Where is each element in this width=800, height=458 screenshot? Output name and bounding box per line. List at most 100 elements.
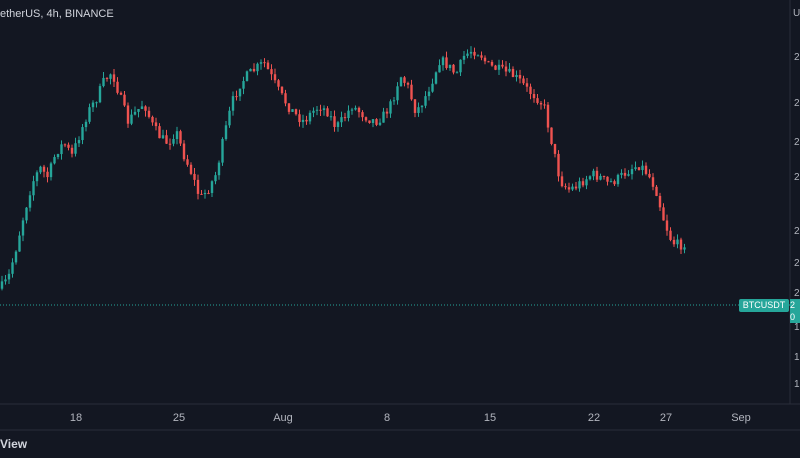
y-tick-label: 1 <box>794 379 800 390</box>
candle-body <box>354 107 357 110</box>
y-tick-label: 2 <box>794 98 800 109</box>
candle-body <box>126 105 130 124</box>
candle-body <box>245 71 249 82</box>
candle-body <box>515 75 518 78</box>
candle-body <box>357 107 361 113</box>
candle-body <box>347 110 350 119</box>
candle-body <box>336 122 340 127</box>
candle-body <box>200 193 203 195</box>
candle-body <box>172 139 175 144</box>
candle-body <box>151 116 154 123</box>
candle-body <box>326 108 329 117</box>
candle-body <box>483 57 487 62</box>
candle-body <box>189 164 193 174</box>
candle-body <box>392 100 396 102</box>
candle-body <box>378 122 382 125</box>
y-tick-label: 2 <box>794 258 800 269</box>
candle-body <box>532 94 536 99</box>
tradingview-logo: View <box>0 437 28 451</box>
candle-body <box>4 279 7 282</box>
candle-body <box>557 153 560 177</box>
candle-body <box>81 127 84 141</box>
x-tick-label: Aug <box>273 412 293 424</box>
candle-body <box>385 111 389 114</box>
x-tick-label: 25 <box>172 412 186 424</box>
candle-body <box>273 74 277 81</box>
candle-body <box>539 102 543 105</box>
candle-body <box>574 186 578 189</box>
candle-body <box>602 175 606 177</box>
candle-body <box>210 181 214 193</box>
candle-body <box>18 235 21 252</box>
candle-body <box>56 154 60 158</box>
candle-body <box>203 192 207 195</box>
candle-body <box>112 74 116 82</box>
candle-body <box>497 64 501 70</box>
candle-body <box>382 111 385 123</box>
candle-body <box>518 75 522 79</box>
candle-body <box>179 131 182 144</box>
candle-body <box>74 143 77 154</box>
y-tick-label: 1 <box>794 322 800 333</box>
candle-body <box>676 239 679 245</box>
candle-body <box>294 109 298 115</box>
candle-body <box>182 143 186 160</box>
y-tick-label: 2 <box>794 52 800 63</box>
candle-body <box>669 230 672 240</box>
candle-body <box>130 114 133 124</box>
candle-body <box>641 165 644 171</box>
candle-body <box>420 105 424 108</box>
candle-body <box>154 122 158 127</box>
y-tick-label: 2 <box>794 288 800 299</box>
candle-body <box>217 162 221 176</box>
candle-body <box>235 96 238 98</box>
candle-body <box>648 173 651 178</box>
candle-body <box>249 68 252 72</box>
candle-body <box>613 181 616 185</box>
candle-body <box>424 96 427 106</box>
candle-body <box>308 112 312 122</box>
candle-body <box>546 104 550 128</box>
candle-body <box>441 57 445 66</box>
candle-body <box>312 110 315 113</box>
candle-body <box>305 119 308 122</box>
candle-body <box>473 51 476 56</box>
candle-body <box>193 173 196 180</box>
candle-body <box>431 83 434 92</box>
candle-body <box>11 262 14 274</box>
y-tick-label: 2 <box>794 172 800 183</box>
candle-body <box>116 81 119 93</box>
candle-body <box>536 98 539 103</box>
candle-body <box>490 61 494 66</box>
candle-body <box>298 114 301 123</box>
candle-body <box>270 69 273 75</box>
candle-body <box>417 107 420 113</box>
candle-body <box>623 172 627 176</box>
candle-body <box>434 72 438 84</box>
candle-body <box>616 174 620 185</box>
candle-body <box>161 135 165 139</box>
candle-body <box>522 78 525 84</box>
candle-body <box>553 143 557 154</box>
candle-body <box>175 131 179 140</box>
candle-body <box>683 247 686 250</box>
candle-body <box>284 93 287 104</box>
candle-body <box>592 170 595 177</box>
candle-body <box>95 102 98 104</box>
candle-body <box>259 62 263 64</box>
x-tick-label: 8 <box>383 412 391 424</box>
candle-body <box>291 109 294 112</box>
candle-body <box>406 82 410 85</box>
candle-body <box>480 55 483 58</box>
candle-body <box>186 159 189 165</box>
candle-body <box>427 91 431 97</box>
currency-label: U <box>793 8 800 19</box>
candle-body <box>679 239 683 250</box>
candle-body <box>84 121 88 128</box>
candle-body <box>301 119 305 123</box>
candle-body <box>459 59 462 73</box>
candle-body <box>410 84 413 100</box>
candle-body <box>207 192 210 194</box>
candle-body <box>371 119 375 123</box>
